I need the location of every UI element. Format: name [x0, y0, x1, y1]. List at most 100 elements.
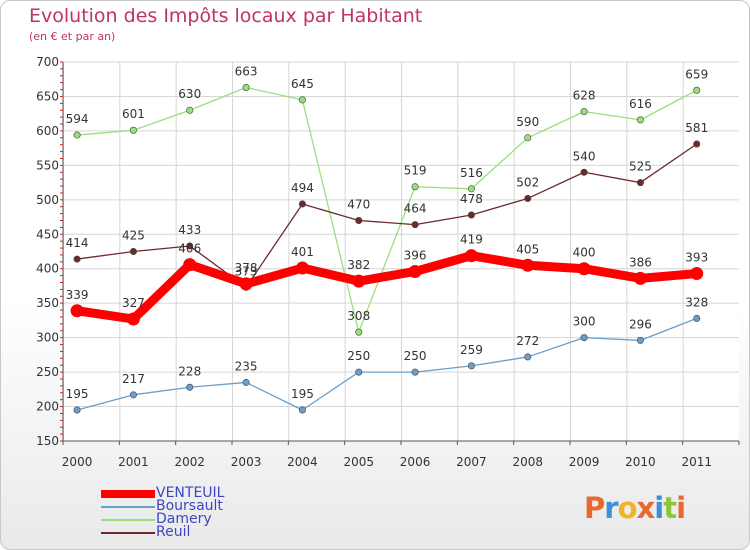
x-tick-label: 2000: [62, 455, 93, 469]
logo-letter: i: [654, 491, 664, 525]
x-tick-label: 2010: [625, 455, 656, 469]
data-point-reuil: [693, 140, 701, 148]
data-label-boursault: 195: [291, 387, 314, 401]
data-point-venteuil: [352, 274, 366, 288]
data-point-venteuil: [521, 258, 535, 272]
data-label-venteuil: 386: [629, 255, 652, 269]
data-label-boursault: 259: [460, 343, 483, 357]
data-point-reuil: [186, 242, 194, 250]
data-point-reuil: [580, 168, 588, 176]
data-label-damery: 308: [347, 309, 370, 323]
data-label-boursault: 296: [629, 317, 652, 331]
chart-subtitle: (en € et par an): [29, 30, 116, 43]
data-point-boursault: [580, 334, 588, 342]
x-tick-label: 2006: [400, 455, 431, 469]
data-point-reuil: [355, 216, 363, 224]
data-label-venteuil: 400: [573, 246, 596, 260]
data-label-venteuil: 419: [460, 233, 483, 247]
data-label-reuil: 478: [460, 192, 483, 206]
data-point-boursault: [186, 383, 194, 391]
data-point-boursault: [355, 368, 363, 376]
data-point-boursault: [298, 406, 306, 414]
legend-swatch: [101, 490, 155, 498]
logo-letter: i: [676, 491, 686, 525]
data-label-venteuil: 401: [291, 245, 314, 259]
data-point-venteuil: [464, 249, 478, 263]
legend-label: VENTEUIL: [156, 485, 225, 501]
y-tick-label: 200: [36, 400, 59, 414]
data-label-damery: 516: [460, 166, 483, 180]
y-tick-label: 250: [36, 365, 59, 379]
data-point-boursault: [467, 362, 475, 370]
data-label-boursault: 328: [685, 295, 708, 309]
x-tick-label: 2009: [569, 455, 600, 469]
data-point-damery: [298, 96, 306, 104]
data-label-reuil: 502: [516, 175, 539, 189]
data-label-reuil: 540: [573, 149, 596, 163]
x-tick-label: 2002: [174, 455, 205, 469]
data-label-damery: 663: [235, 64, 258, 78]
logo-letter: x: [636, 491, 656, 525]
x-tick-label: 2008: [512, 455, 543, 469]
data-point-venteuil: [183, 258, 197, 272]
data-label-boursault: 250: [347, 349, 370, 363]
data-label-reuil: 414: [66, 236, 89, 250]
y-tick-label: 300: [36, 331, 59, 345]
x-tick-label: 2011: [681, 455, 712, 469]
chart-title: Evolution des Impôts locaux par Habitant: [29, 5, 423, 27]
data-point-boursault: [242, 378, 250, 386]
data-point-damery: [129, 126, 137, 134]
data-point-reuil: [524, 194, 532, 202]
data-label-damery: 645: [291, 77, 314, 91]
data-label-damery: 590: [516, 115, 539, 129]
data-point-damery: [242, 83, 250, 91]
data-label-damery: 628: [573, 89, 596, 103]
legend-swatch: [101, 506, 155, 508]
data-label-damery: 659: [685, 67, 708, 81]
data-label-boursault: 272: [516, 334, 539, 348]
legend-swatch: [101, 532, 155, 534]
data-label-venteuil: 382: [347, 258, 370, 272]
data-label-reuil: 373: [235, 264, 258, 278]
logo-letter: o: [617, 491, 638, 525]
data-point-venteuil: [690, 267, 704, 281]
data-point-boursault: [129, 391, 137, 399]
data-point-damery: [467, 185, 475, 193]
data-label-boursault: 235: [235, 359, 258, 373]
data-point-damery: [693, 86, 701, 94]
data-point-boursault: [411, 368, 419, 376]
x-tick-label: 2007: [456, 455, 487, 469]
data-point-venteuil: [70, 304, 84, 318]
data-point-venteuil: [239, 277, 253, 291]
data-label-reuil: 470: [347, 197, 370, 211]
data-label-boursault: 250: [404, 349, 427, 363]
data-point-damery: [73, 131, 81, 139]
y-tick-label: 350: [36, 296, 59, 310]
series-line-boursault: [76, 317, 698, 411]
x-tick-label: 2005: [343, 455, 374, 469]
y-tick-label: 600: [36, 124, 59, 138]
y-tick-label: 150: [36, 434, 59, 448]
y-tick-label: 450: [36, 227, 59, 241]
data-label-venteuil: 396: [404, 248, 427, 262]
data-label-boursault: 300: [573, 315, 596, 329]
data-point-damery: [580, 108, 588, 116]
logo-letter: r: [604, 491, 618, 525]
legend-label: Damery: [156, 511, 212, 527]
data-label-venteuil: 405: [516, 242, 539, 256]
legend-label: Reuil: [156, 524, 191, 540]
x-tick-label: 2003: [231, 455, 262, 469]
y-tick-label: 550: [36, 158, 59, 172]
data-label-reuil: 425: [122, 229, 145, 243]
data-label-damery: 616: [629, 97, 652, 111]
data-label-damery: 594: [66, 112, 89, 126]
data-label-venteuil: 339: [66, 288, 89, 302]
data-label-boursault: 228: [178, 364, 201, 378]
data-point-venteuil: [577, 262, 591, 276]
logo-letter: P: [584, 491, 605, 525]
data-point-reuil: [411, 221, 419, 229]
data-point-reuil: [467, 211, 475, 219]
data-label-reuil: 494: [291, 181, 314, 195]
data-point-venteuil: [408, 264, 422, 278]
data-point-damery: [186, 106, 194, 114]
